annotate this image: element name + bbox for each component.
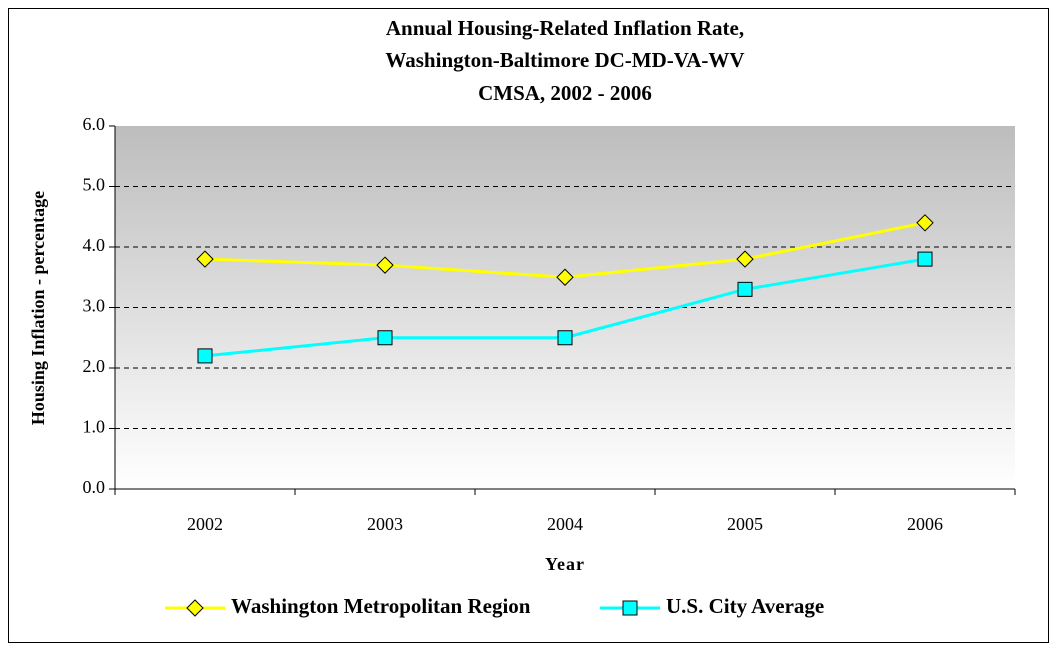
y-axis-title: Housing Inflation - percentage xyxy=(28,191,48,425)
y-tick-label: 5.0 xyxy=(83,175,106,195)
data-point xyxy=(557,330,573,346)
legend-marker xyxy=(622,600,638,616)
data-point xyxy=(376,256,394,274)
data-point xyxy=(917,251,933,267)
chart-title: Annual Housing-Related Inflation Rate, xyxy=(386,16,744,40)
legend-label: Washington Metropolitan Region xyxy=(231,594,531,618)
data-point xyxy=(197,348,213,364)
x-tick-label: 2003 xyxy=(367,514,403,534)
legend-marker xyxy=(186,599,204,617)
chart-title: Washington-Baltimore DC-MD-VA-WV xyxy=(385,48,744,72)
x-axis-title: Year xyxy=(545,554,585,574)
y-tick-label: 0.0 xyxy=(83,477,106,497)
x-tick-label: 2005 xyxy=(727,514,763,534)
y-tick-label: 6.0 xyxy=(83,114,106,134)
x-tick-label: 2002 xyxy=(187,514,223,534)
x-tick-label: 2004 xyxy=(547,514,583,534)
y-tick-label: 3.0 xyxy=(83,296,106,316)
y-tick-label: 4.0 xyxy=(83,235,106,255)
chart-title: CMSA, 2002 - 2006 xyxy=(478,81,652,105)
legend-label: U.S. City Average xyxy=(666,594,824,618)
data-point xyxy=(736,250,754,268)
x-tick-label: 2006 xyxy=(907,514,943,534)
y-tick-label: 2.0 xyxy=(83,356,106,376)
data-point xyxy=(916,214,934,232)
data-point xyxy=(377,330,393,346)
data-point xyxy=(556,268,574,286)
y-tick-label: 1.0 xyxy=(83,417,106,437)
data-point xyxy=(737,281,753,297)
data-point xyxy=(196,250,214,268)
